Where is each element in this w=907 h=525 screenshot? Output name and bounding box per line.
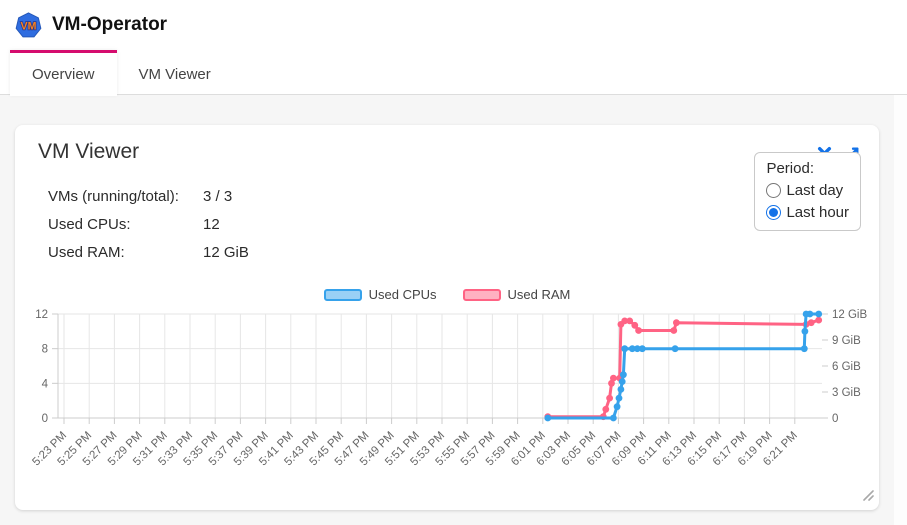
chart-area: 5:23 PM 5:25 PM 5:27 PM 5:29 PM 5:31 PM 5:33 … [15, 306, 879, 474]
period-options: Last day Last hour [766, 182, 849, 221]
x-axis: 5:23 PM5:25 PM5:27 PM5:29 PM5:31 PM5:33 … [30, 418, 800, 468]
y-left-tick-label: 8 [42, 344, 48, 356]
data-point [671, 345, 679, 353]
data-point [613, 403, 621, 411]
y-axis-left: 0 4 8 12 [35, 309, 58, 425]
data-point [801, 327, 809, 335]
data-point [621, 317, 629, 325]
radio-option-last-day[interactable]: Last day [766, 182, 849, 199]
y-left-tick-label: 12 [35, 309, 48, 321]
stat-row-used-ram: Used RAM: 12 GiB [48, 244, 859, 261]
stat-row-vms-running-total: VMs (running/total): 3 / 3 [48, 188, 859, 205]
data-point [628, 345, 636, 353]
app-header: VM VM-Operator [0, 0, 907, 50]
data-point [620, 371, 627, 379]
legend-swatch [323, 288, 362, 301]
stat-row-used-cpus: Used CPUs: 12 [48, 216, 859, 233]
data-point [615, 394, 623, 402]
y-right-tick-label: 9 GiB [832, 335, 861, 347]
data-point [633, 345, 641, 353]
stat-value: 12 GiB [203, 244, 249, 261]
y-right-tick-label: 0 [832, 413, 838, 425]
stat-label: VMs (running/total): [48, 188, 179, 205]
svg-text:VM: VM [21, 20, 37, 32]
data-point [610, 374, 617, 382]
legend-label: Used CPUs [368, 287, 437, 302]
y-left-tick-label: 0 [42, 413, 48, 425]
data-point [806, 310, 814, 318]
stat-value: 12 [203, 216, 220, 233]
radio-last-hour[interactable] [766, 205, 782, 220]
series-used-ram [544, 316, 823, 421]
data-point [544, 414, 552, 422]
data-point [606, 394, 613, 402]
data-point [608, 379, 615, 387]
data-point [800, 345, 808, 353]
legend-item-used-ram[interactable]: Used RAM [462, 287, 571, 302]
period-group: Period: Last day Last hour [754, 152, 861, 231]
legend-item-used-cpus[interactable]: Used CPUs [323, 287, 437, 302]
legend-swatch [462, 288, 501, 301]
app-title: VM-Operator [52, 14, 168, 35]
y-right-tick-label: 12 GiB [832, 309, 867, 321]
y-right-tick-label: 3 GiB [832, 387, 861, 399]
tab-overview[interactable]: Overview [10, 50, 117, 96]
radio-label: Last day [786, 182, 844, 199]
data-point [807, 319, 815, 327]
data-point [631, 321, 639, 329]
data-point [617, 386, 625, 393]
stats-list: VMs (running/total): 3 / 3 Used CPUs: 12 Use… [48, 188, 859, 261]
radio-label: Last hour [786, 204, 849, 221]
period-label: Period: [766, 160, 814, 177]
y-left-tick-label: 4 [42, 378, 49, 390]
data-point [618, 378, 626, 385]
tab-bar: Overview VM Viewer [0, 50, 907, 96]
legend-label: Used RAM [507, 287, 571, 302]
gridlines [58, 313, 822, 419]
chart-legend: Used CPUs Used RAM [15, 287, 879, 302]
data-point [815, 310, 823, 318]
data-point [626, 317, 634, 325]
stat-label: Used RAM: [48, 244, 125, 261]
chart-plot: 5:23 PM5:25 PM5:27 PM5:29 PM5:31 PM5:33 … [30, 309, 867, 468]
data-point [602, 405, 610, 413]
vm-operator-logo-icon: VM [15, 11, 42, 37]
tab-vm-viewer[interactable]: VM Viewer [138, 65, 211, 83]
radio-last-day[interactable] [766, 183, 782, 198]
series-used-cpus [544, 310, 823, 422]
card-header: VM Viewer [15, 125, 879, 164]
resize-handle-icon[interactable] [862, 488, 874, 506]
data-point [635, 327, 642, 334]
radio-option-last-hour[interactable]: Last hour [766, 204, 849, 221]
data-point [638, 345, 646, 353]
y-right-tick-label: 6 GiB [832, 361, 861, 373]
data-point [670, 327, 678, 334]
stat-label: Used CPUs: [48, 216, 131, 233]
content-area: VM Viewer [0, 95, 907, 525]
data-point [621, 345, 629, 353]
vm-viewer-card: VM Viewer [15, 125, 879, 510]
data-point [815, 316, 823, 324]
y-axis-right: 0 3 GiB 6 GiB 9 GiB 12 GiB [822, 309, 867, 425]
data-point [673, 319, 680, 327]
card-title: VM Viewer [38, 140, 140, 163]
card-body: VMs (running/total): 3 / 3 Used CPUs: 12 Use… [15, 152, 879, 261]
scrollbar-gutter [894, 95, 907, 525]
stat-value: 3 / 3 [203, 188, 233, 205]
data-point [610, 414, 617, 422]
